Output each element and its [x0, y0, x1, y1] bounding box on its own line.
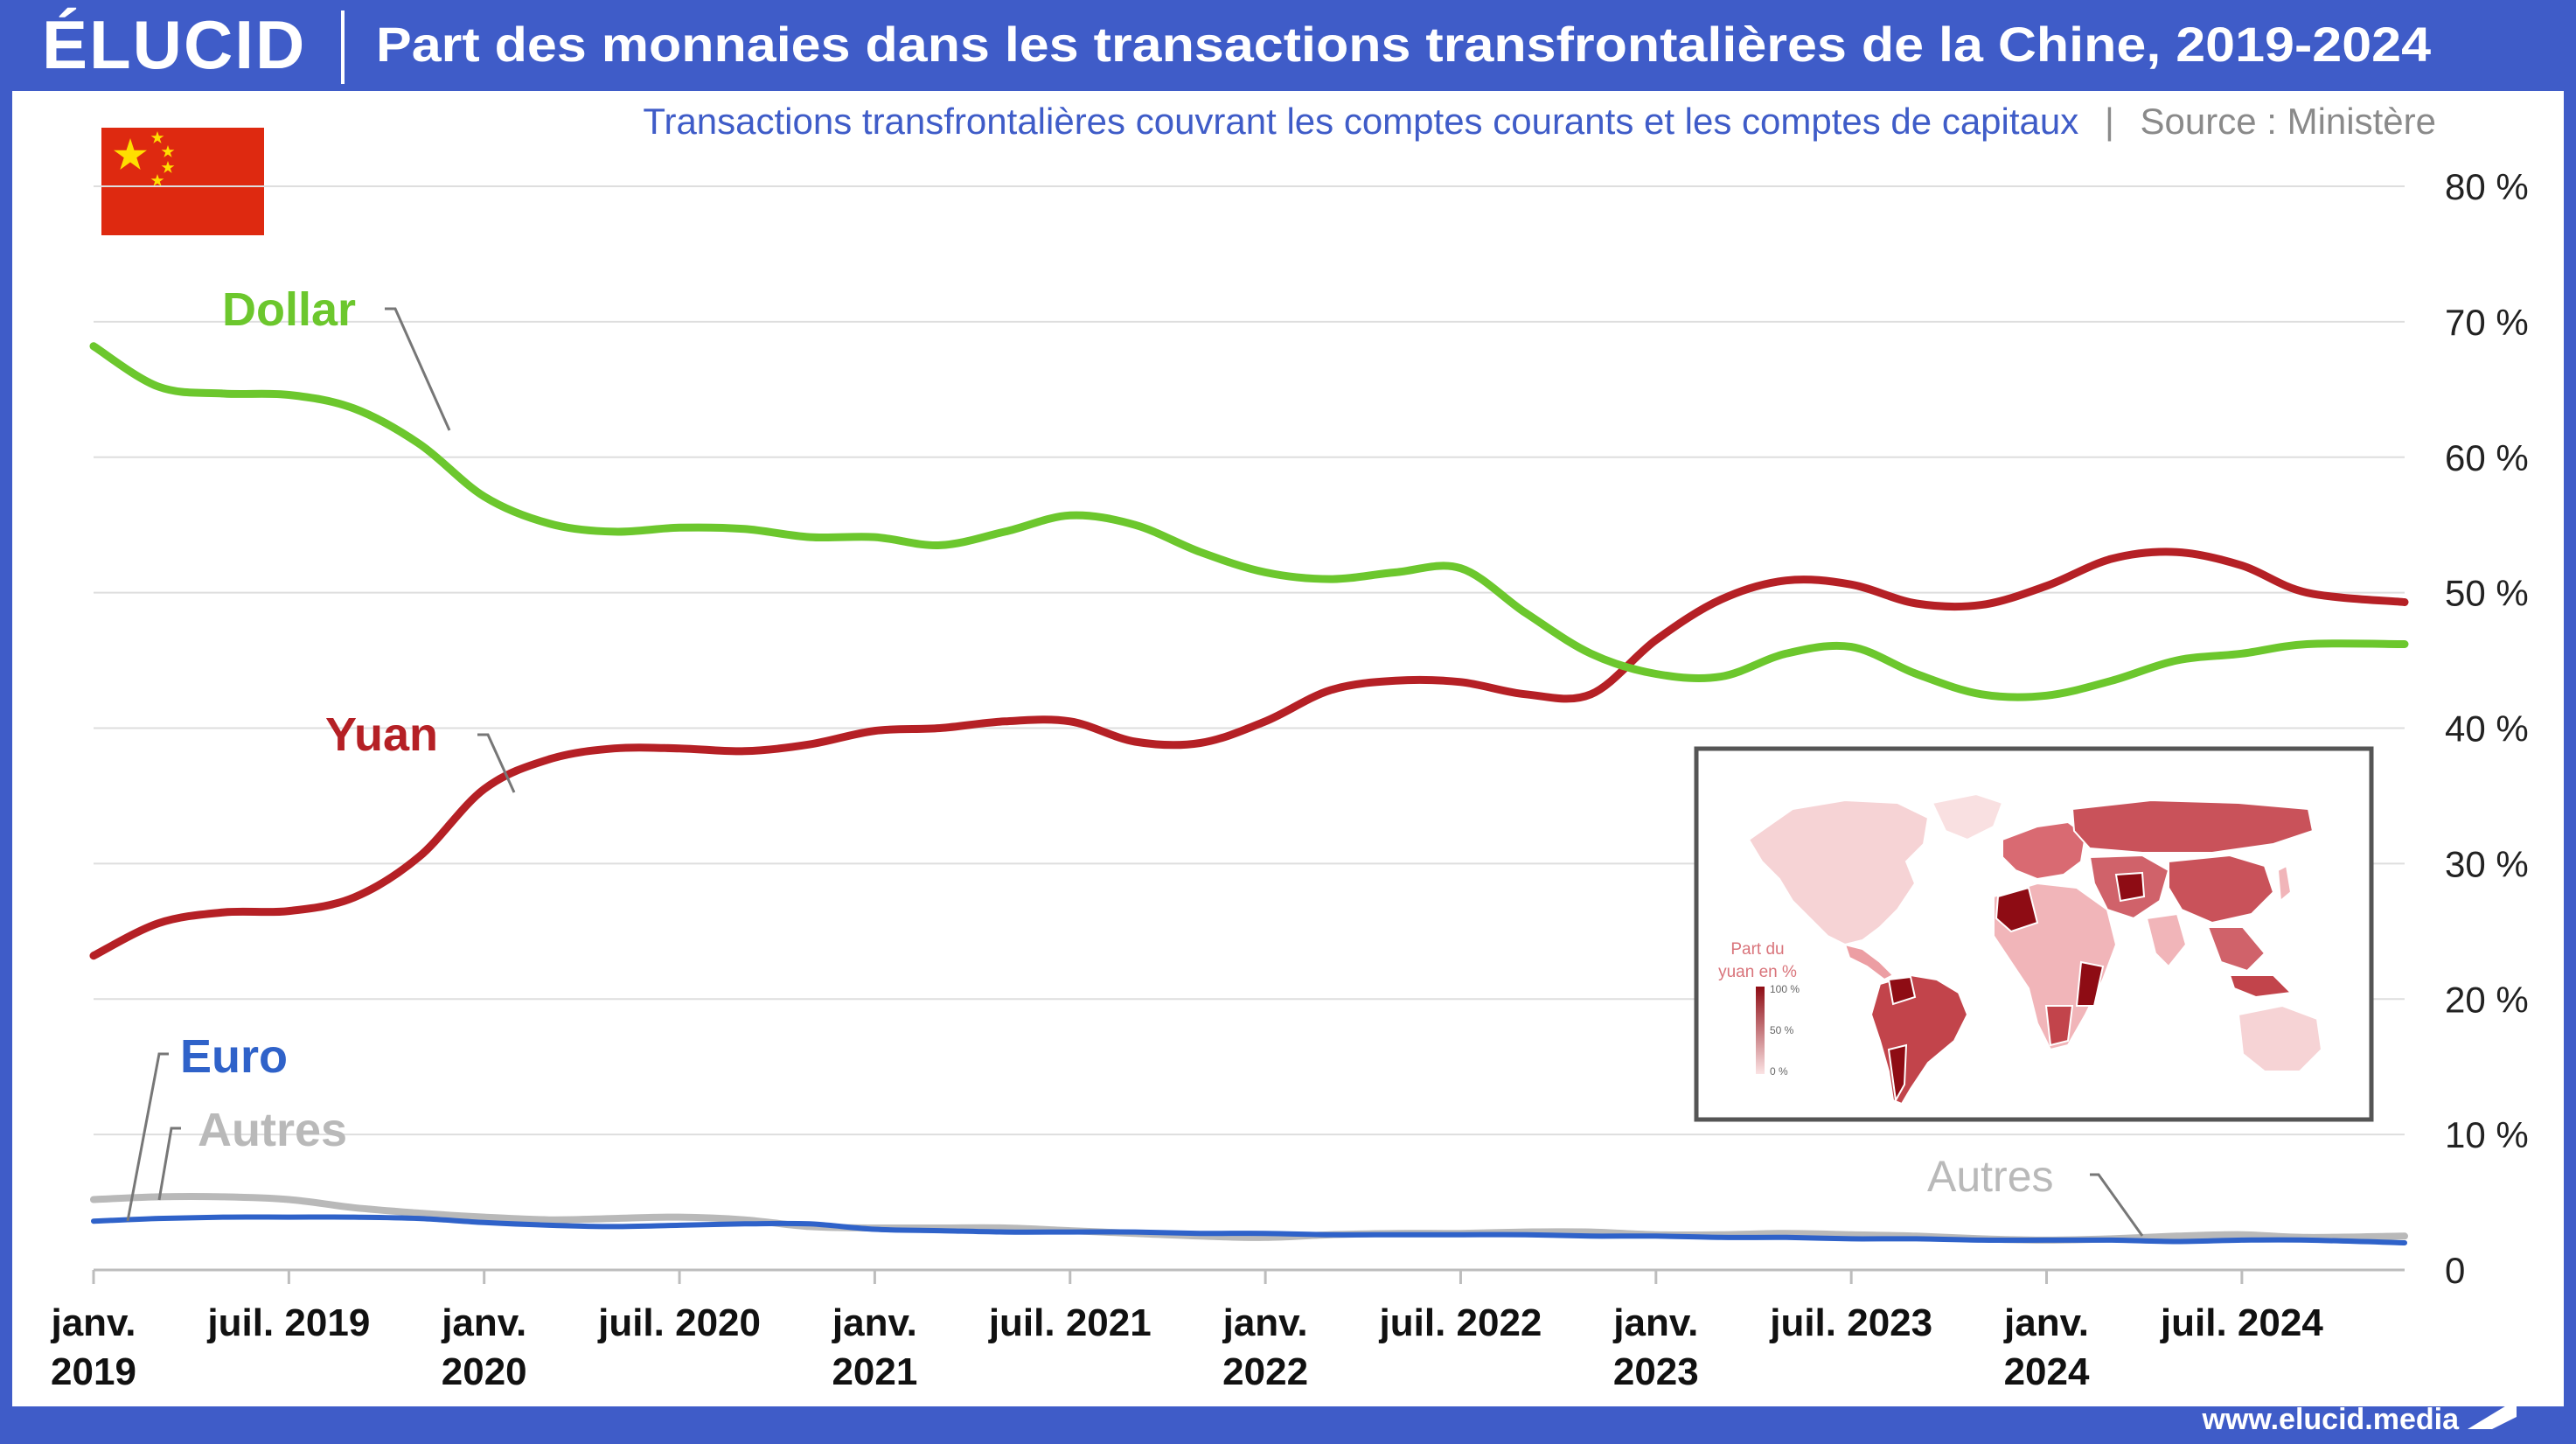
elucid-logo: ÉLUCID — [42, 6, 306, 83]
y-tick-label-10: 10 % — [2445, 1114, 2529, 1155]
map-legend-title-line2: yuan en % — [1718, 963, 1797, 981]
series-lines — [89, 342, 2409, 1245]
world-map-shapes — [1747, 792, 2323, 1106]
map-legend-colorbar — [1756, 987, 1765, 1074]
yuan-label: Yuan — [325, 708, 438, 761]
website-url: www.elucid.media — [2202, 1403, 2461, 1436]
autres-left-leader-line — [157, 1127, 181, 1201]
x-axis-tick-labels: janv. 2019 juil. 2019 janv. 2020 juil. 2020 ja… — [50, 1301, 2323, 1393]
x-tick-label-2024-07: juil. 2024 — [2160, 1301, 2323, 1344]
chart-subtitle: Transactions transfrontalières couvrant … — [643, 101, 2436, 142]
x-tick-label-2020-01: janv. — [441, 1301, 526, 1344]
map-legend-title-line1: Part du — [1730, 940, 1784, 959]
x-tick-label-2020-07: juil. 2020 — [597, 1301, 761, 1344]
x-tick-label-year-2024-01: 2024 — [2004, 1350, 2090, 1393]
x-tick-label-year-2020-01: 2020 — [442, 1350, 527, 1393]
x-tick-label-year-2023-01: 2023 — [1613, 1350, 1699, 1393]
map-legend: Part du yuan en % 100 % 50 % 0 % — [1718, 940, 1800, 1078]
series-line-yuan — [89, 548, 2409, 960]
china-flag-icon — [101, 128, 264, 235]
map-legend-tick-50: 50 % — [1770, 1024, 1794, 1036]
dollar-label: Dollar — [222, 283, 356, 336]
x-tick-label-year-2021-01: 2021 — [832, 1350, 917, 1393]
yuan-label-group: Yuan — [325, 708, 516, 793]
map-legend-tick-100: 100 % — [1770, 983, 1800, 995]
autres-right-label: Autres — [1927, 1152, 2054, 1201]
euro-label-group: Euro — [126, 1030, 288, 1222]
y-tick-label-20: 20 % — [2445, 979, 2529, 1020]
inset-world-map: Part du yuan en % 100 % 50 % 0 % — [1694, 746, 2374, 1122]
autres-right-label-group: Autres — [1927, 1152, 2144, 1237]
y-tick-label-60: 60 % — [2445, 437, 2529, 478]
autres-left-label-group: Autres — [157, 1104, 347, 1201]
x-tick-label-2023-01: janv. — [1612, 1301, 1698, 1344]
subtitle-source: Source : Ministère — [2141, 101, 2436, 142]
map-legend-tick-0: 0 % — [1770, 1065, 1788, 1078]
x-axis — [92, 1268, 2405, 1284]
y-tick-label-50: 50 % — [2445, 573, 2529, 614]
x-tick-label-year-2022-01: 2022 — [1222, 1350, 1308, 1393]
subtitle-separator: | — [2105, 101, 2114, 142]
series-line-dollar — [89, 342, 2409, 701]
dollar-label-group: Dollar — [222, 283, 451, 431]
series-line-euro — [91, 1214, 2407, 1245]
x-tick-label-2022-07: juil. 2022 — [1379, 1301, 1542, 1344]
x-tick-label-2024-01: janv. — [2003, 1301, 2089, 1344]
logo-text: ÉLUCID — [42, 6, 306, 83]
x-tick-label-2021-07: juil. 2021 — [988, 1301, 1152, 1344]
x-tick-label-2019-01: janv. — [50, 1301, 136, 1344]
x-tick-label-year-2019-01: 2019 — [51, 1350, 136, 1393]
y-tick-label-40: 40 % — [2445, 708, 2529, 750]
brand-arrow-icon — [2468, 1399, 2517, 1429]
y-tick-label-80: 80 % — [2445, 166, 2529, 207]
autres-left-label: Autres — [198, 1104, 347, 1156]
subtitle-text: Transactions transfrontalières couvrant … — [643, 101, 2078, 142]
x-tick-label-2021-01: janv. — [832, 1301, 917, 1344]
x-tick-label-2019-07: juil. 2019 — [206, 1301, 370, 1344]
yuan-leader-line — [477, 733, 516, 793]
x-tick-label-2022-01: janv. — [1222, 1301, 1308, 1344]
y-tick-label-0: 0 — [2445, 1250, 2465, 1291]
y-tick-label-30: 30 % — [2445, 843, 2529, 884]
x-tick-label-2023-07: juil. 2023 — [1769, 1301, 1932, 1344]
dollar-leader-line — [385, 307, 451, 431]
chart-title: Part des monnaies dans les transactions … — [376, 17, 2431, 72]
euro-leader-line — [126, 1052, 169, 1222]
euro-label: Euro — [180, 1030, 288, 1083]
autres-right-leader-line — [2090, 1173, 2144, 1237]
y-axis-tick-labels: 0 10 % 20 % 30 % 40 % 50 % 60 % 70 % 80 % — [2445, 166, 2529, 1291]
header-divider — [341, 10, 345, 84]
y-tick-label-70: 70 % — [2445, 302, 2529, 343]
